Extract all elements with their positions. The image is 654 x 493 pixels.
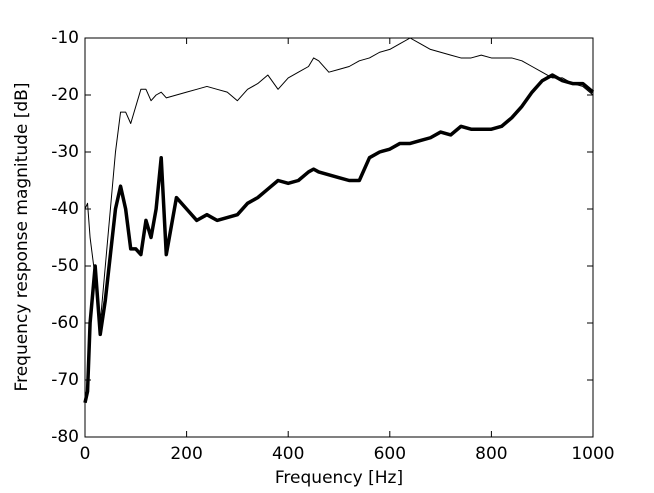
series-line xyxy=(84,37,594,324)
x-axis-label: Frequency [Hz] xyxy=(275,468,403,488)
x-tick-label: 800 xyxy=(475,444,507,464)
y-tick-label: -80 xyxy=(51,427,79,447)
y-tick-label: -20 xyxy=(51,85,79,105)
x-tick-label: 200 xyxy=(170,444,202,464)
y-tick-label: -70 xyxy=(51,370,79,390)
y-tick-label: -30 xyxy=(51,142,79,162)
x-tick-label: 0 xyxy=(80,444,91,464)
x-tick-label: 600 xyxy=(374,444,406,464)
x-tick-label: 1000 xyxy=(571,444,614,464)
y-tick-label: -50 xyxy=(51,256,79,276)
y-tick-label: -60 xyxy=(51,313,79,333)
plot-frame xyxy=(84,37,594,438)
y-axis-label: Frequency response magnitude [dB] xyxy=(12,83,32,392)
y-tick-label: -10 xyxy=(51,28,79,48)
y-tick-label: -40 xyxy=(51,199,79,219)
series-line xyxy=(83,73,595,404)
x-tick-label: 400 xyxy=(272,444,304,464)
